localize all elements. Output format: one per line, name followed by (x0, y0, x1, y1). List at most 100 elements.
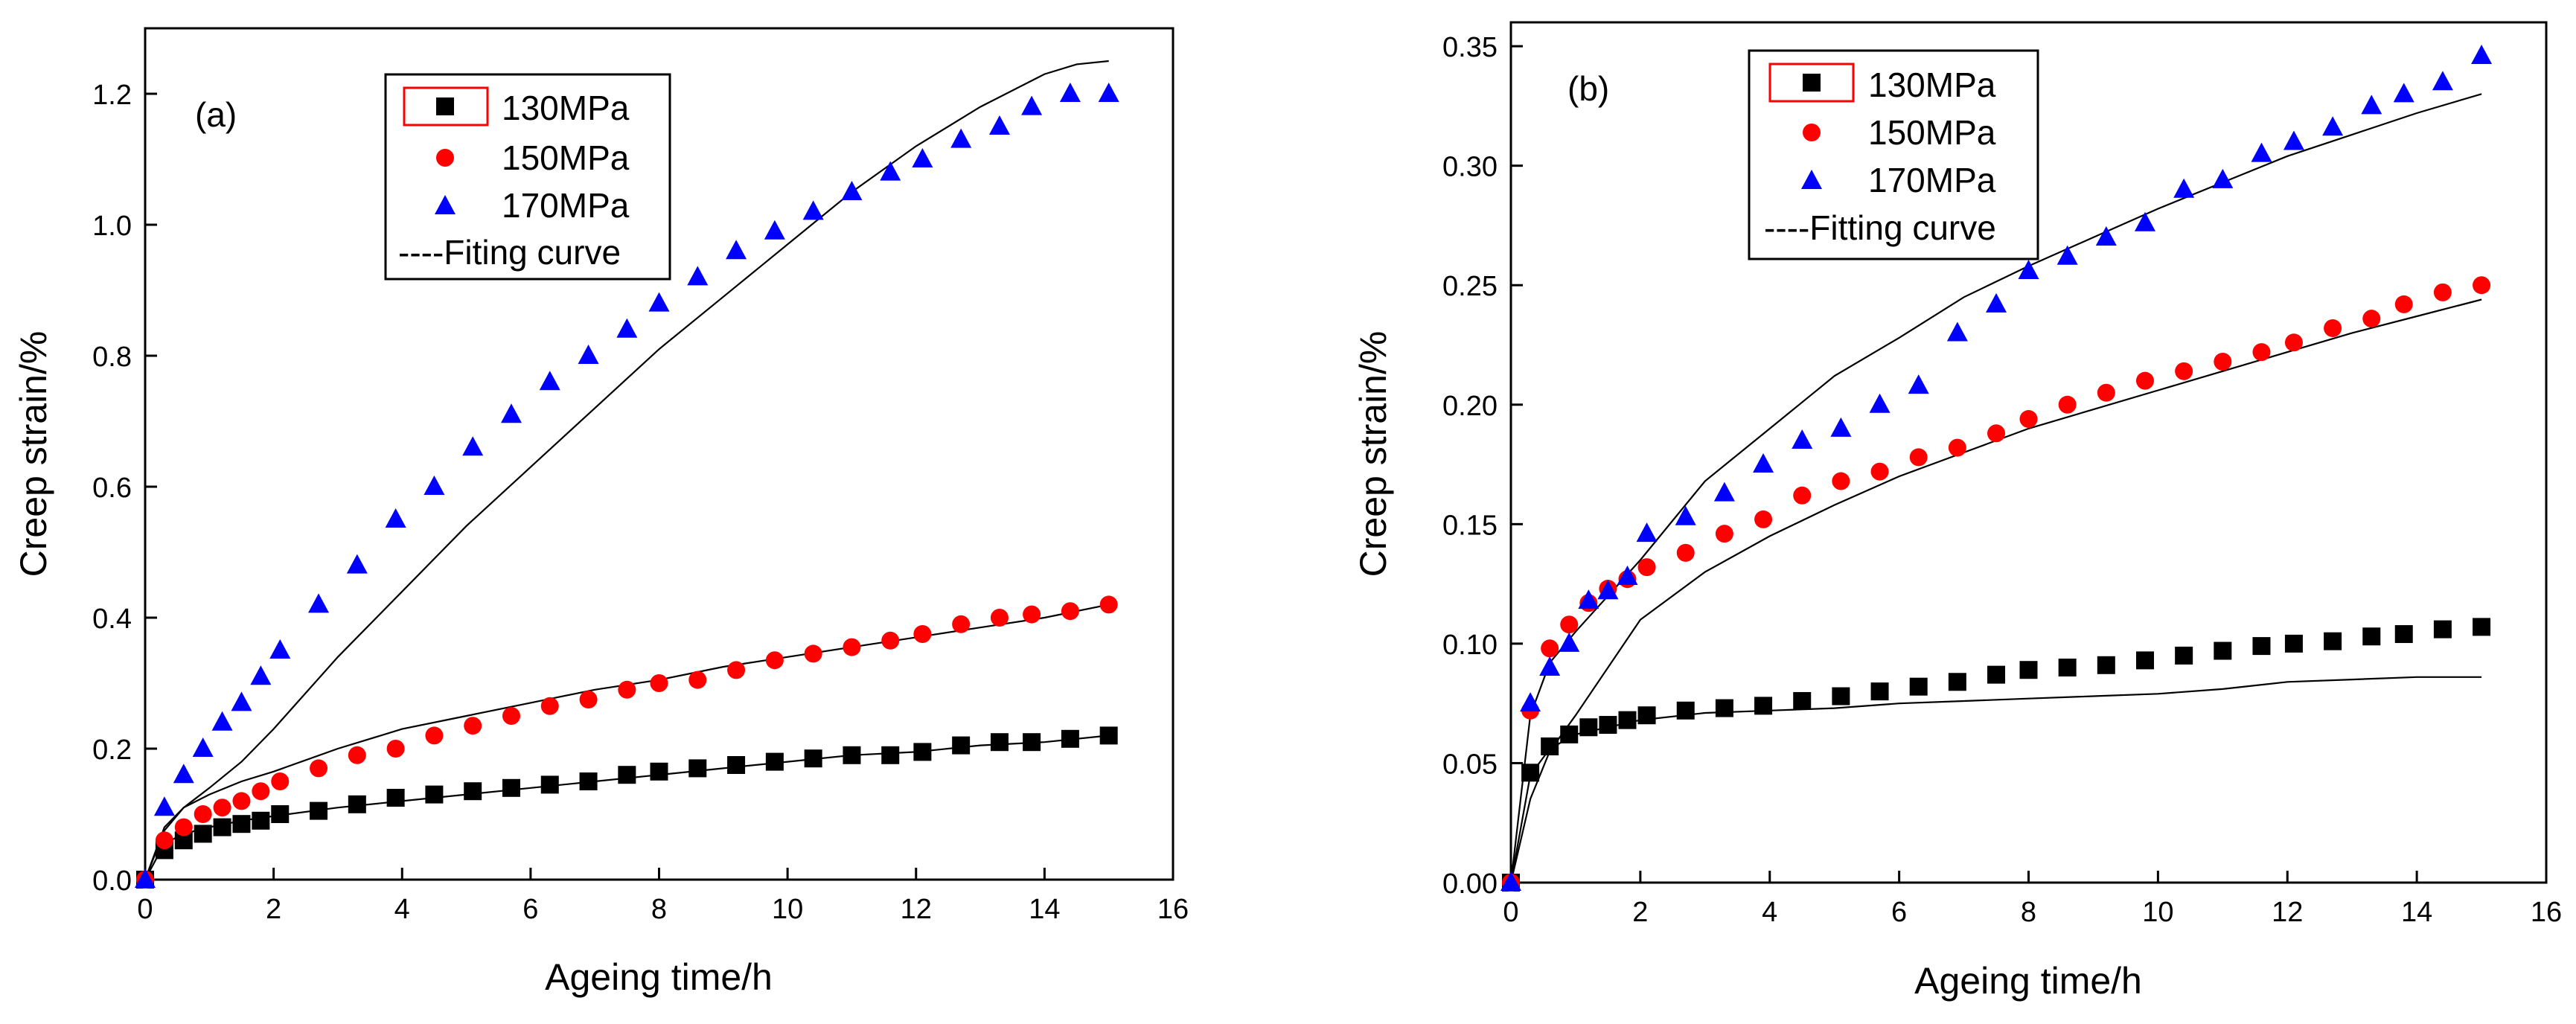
point-130mpa-b (2019, 661, 2038, 679)
point-130mpa-a (843, 746, 861, 764)
point-170mpa-a (687, 266, 709, 286)
point-130mpa-b (2175, 646, 2193, 665)
point-130mpa-a (650, 762, 668, 781)
point-150mpa-a (881, 631, 900, 650)
point-130mpa-a (194, 825, 212, 843)
point-150mpa-a (990, 609, 1009, 627)
point-130mpa-b (1599, 716, 1617, 735)
point-170mpa-a (385, 508, 406, 528)
point-170mpa-b (2134, 211, 2155, 231)
x-tick-label-b: 16 (2531, 897, 2562, 928)
legend-marker-150-b (1803, 124, 1821, 141)
legend-swatch-130-a (403, 86, 489, 127)
point-130mpa-a (464, 782, 482, 801)
y-tick-label-a: 1.2 (92, 80, 132, 111)
point-150mpa-a (1099, 595, 1118, 614)
point-130mpa-a (881, 746, 900, 764)
y-tick-label-a: 0.0 (92, 865, 132, 897)
point-130mpa-b (2058, 659, 2077, 676)
y-tick-label-a: 0.2 (92, 735, 132, 766)
point-130mpa-a (1023, 733, 1041, 752)
point-150mpa-b (1560, 615, 1579, 634)
point-150mpa-a (155, 831, 173, 850)
point-150mpa-a (502, 707, 520, 725)
x-tick-label-b: 2 (1632, 897, 1648, 928)
point-130mpa-a (540, 775, 559, 794)
point-150mpa-a (1061, 602, 1079, 621)
point-150mpa-a (540, 697, 559, 715)
x-tick-label-a: 4 (394, 894, 410, 925)
y-axis-label-a: Creep strain/% (13, 331, 54, 577)
point-170mpa-a (841, 181, 863, 200)
point-130mpa-a (348, 795, 366, 813)
point-170mpa-a (269, 639, 291, 659)
point-170mpa-a (802, 200, 824, 220)
point-150mpa-a (843, 638, 861, 656)
point-130mpa-a (232, 815, 251, 833)
x-tick-label-b: 0 (1503, 897, 1518, 928)
point-150mpa-a (252, 782, 270, 801)
point-170mpa-b (1636, 522, 1658, 543)
point-130mpa-b (1909, 677, 1928, 696)
y-tick-label-b: 0.00 (1442, 868, 1498, 900)
point-150mpa-b (2135, 371, 2154, 390)
point-150mpa-b (1637, 558, 1656, 577)
point-130mpa-b (2324, 632, 2342, 650)
y-tick-label-a: 0.6 (92, 473, 132, 504)
point-150mpa-b (1541, 639, 1559, 658)
point-130mpa-b (1618, 711, 1637, 729)
point-150mpa-b (2362, 310, 2381, 328)
x-tick-label-b: 6 (1891, 897, 1907, 928)
point-170mpa-a (211, 711, 233, 731)
panel-label-b: (b) (1567, 69, 1609, 108)
point-170mpa-b (2212, 168, 2234, 188)
y-tick-label-b: 0.30 (1442, 152, 1498, 183)
point-130mpa-b (1870, 682, 1889, 701)
point-130mpa-a (688, 759, 707, 778)
point-170mpa-a (192, 737, 214, 757)
panel-label-a: (a) (195, 95, 237, 134)
point-170mpa-b (2095, 226, 2117, 246)
point-130mpa-a (727, 756, 746, 774)
y-tick-label-b: 0.20 (1442, 391, 1498, 422)
point-150mpa-b (1987, 424, 2006, 443)
point-130mpa-a (1099, 726, 1118, 745)
point-170mpa-b (1559, 632, 1580, 652)
point-170mpa-b (2173, 178, 2195, 198)
point-150mpa-a (464, 717, 482, 735)
point-150mpa-a (952, 615, 971, 633)
point-130mpa-b (1637, 706, 1656, 725)
point-170mpa-b (1830, 417, 1852, 437)
x-tick-label-a: 16 (1157, 894, 1189, 925)
point-130mpa-a (804, 749, 822, 768)
point-150mpa-b (2252, 343, 2271, 362)
point-170mpa-b (1617, 565, 1638, 585)
point-130mpa-a (271, 805, 290, 823)
x-tick-label-a: 2 (266, 894, 281, 925)
point-130mpa-b (2284, 634, 2303, 653)
point-170mpa-b (1908, 374, 1929, 394)
legend-marker-130-a (436, 97, 454, 115)
x-tick-label-b: 14 (2401, 897, 2432, 928)
legend-box-b (1748, 49, 2039, 260)
panel-b: 0 2 4 6 8 10 12 14 16 0.00 0.05 0.10 0.15 0.20 0.25 0.3… (1352, 21, 2562, 1002)
point-150mpa-a (425, 726, 444, 745)
legend-label-fit-b: ----Fitting curve (1764, 208, 1996, 247)
point-170mpa-b (1869, 393, 1891, 413)
point-170mpa-a (912, 148, 933, 167)
y-tick-label-b: 0.10 (1442, 630, 1498, 661)
legend-a: 130MPa 150MPa 170MPa ----Fiting curve (384, 73, 671, 281)
legend-box-a (384, 73, 671, 281)
point-150mpa-b (2175, 362, 2193, 380)
point-170mpa-b (2322, 116, 2344, 136)
point-170mpa-a (1021, 95, 1043, 115)
legend-label-170-a: 170MPa (502, 186, 630, 225)
point-150mpa-b (2058, 395, 2077, 414)
point-170mpa-a (462, 436, 484, 456)
point-170mpa-b (2471, 44, 2493, 64)
point-170mpa-b (1946, 321, 1968, 342)
legend-marker-150-a (436, 149, 454, 167)
point-170mpa-a (153, 796, 175, 816)
fit-curve-line-a (144, 60, 1109, 880)
x-tick-label-b: 8 (2021, 897, 2036, 928)
